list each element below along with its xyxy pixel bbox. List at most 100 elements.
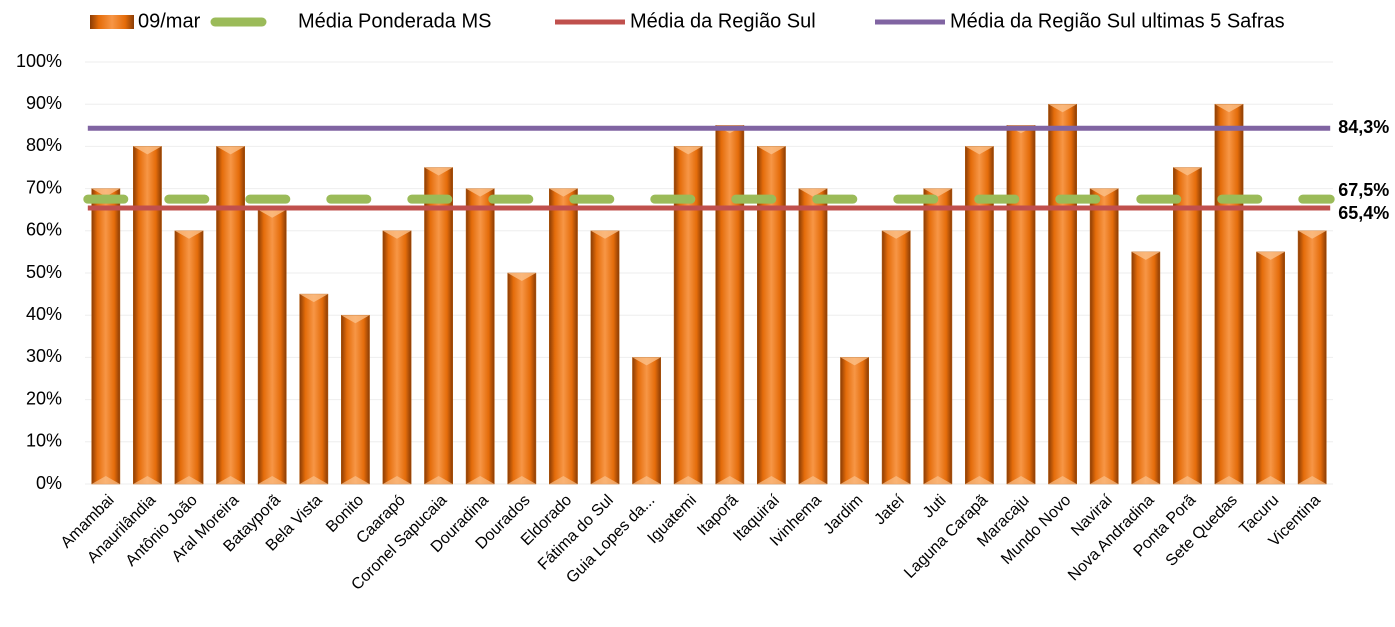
bar-body: [299, 293, 329, 485]
bar-cap: [840, 357, 869, 366]
bar-base: [590, 476, 620, 484]
bar: [299, 293, 329, 485]
bar-cap: [1131, 251, 1160, 260]
bar-cap: [549, 188, 578, 197]
bar: [881, 230, 911, 485]
bar: [1131, 251, 1161, 485]
bar-body: [590, 230, 620, 485]
bar-cap: [1214, 104, 1244, 113]
bar-base: [923, 476, 952, 484]
bar-body: [923, 188, 953, 485]
bar-body: [715, 125, 745, 485]
bar: [1297, 230, 1327, 485]
bar-cap: [174, 230, 204, 239]
bar-base: [466, 476, 495, 484]
y-tick-label: 30%: [26, 346, 62, 366]
legend-swatch: [90, 15, 134, 29]
bar: [549, 188, 578, 485]
bar-base: [174, 476, 204, 484]
bar-base: [382, 476, 412, 484]
bar: [1173, 167, 1202, 485]
bar-body: [91, 188, 121, 485]
y-tick-label: 70%: [26, 177, 62, 197]
y-tick-label: 20%: [26, 388, 62, 408]
bar-cap: [1298, 230, 1327, 239]
bar-cap: [757, 146, 786, 155]
y-tick-label: 90%: [26, 93, 62, 113]
bar-base: [91, 476, 120, 484]
bar-cap: [507, 273, 536, 281]
bar: [1089, 188, 1119, 485]
bar-cap: [923, 188, 952, 197]
bar-base: [965, 476, 994, 484]
bar: [341, 314, 370, 485]
bar-body: [174, 230, 204, 485]
bar-body: [1089, 188, 1119, 485]
bar-base: [1256, 476, 1285, 484]
bar-body: [257, 209, 287, 485]
y-tick-label: 100%: [16, 51, 62, 71]
y-tick-label: 80%: [26, 135, 62, 155]
bar: [1006, 125, 1036, 485]
bar-cap: [1048, 104, 1077, 113]
bar-cap: [674, 146, 703, 155]
bar-cap: [632, 357, 661, 366]
bar-base: [1131, 476, 1160, 484]
bar: [424, 167, 453, 485]
bar-body: [549, 188, 578, 485]
bar-base: [1173, 476, 1202, 484]
bar-body: [216, 146, 245, 485]
bar-base: [1090, 476, 1119, 484]
bar-base: [1298, 476, 1327, 484]
bar-cap: [466, 188, 495, 197]
y-tick-label: 50%: [26, 262, 62, 282]
bar-cap: [341, 315, 370, 324]
bar-cap: [133, 146, 162, 155]
bar-base: [341, 476, 370, 484]
bar-cap: [91, 188, 120, 197]
bar-cap: [258, 209, 287, 218]
bar-body: [341, 314, 370, 485]
bar-body: [1006, 125, 1036, 485]
bar: [465, 188, 495, 485]
bar-base: [715, 476, 744, 484]
bar: [590, 230, 620, 485]
y-tick-label: 60%: [26, 220, 62, 240]
bar-body: [1256, 251, 1285, 485]
bar-base: [133, 476, 162, 484]
bar: [1256, 251, 1285, 485]
bar-cap: [382, 230, 412, 239]
bar-base: [632, 476, 661, 484]
bar-body: [1048, 103, 1077, 485]
legend-label: Média da Região Sul ultimas 5 Safras: [950, 10, 1285, 32]
bar-base: [216, 476, 245, 484]
bar-base: [1006, 476, 1036, 484]
bar-base: [798, 476, 828, 484]
bar-body: [840, 357, 869, 485]
bar: [715, 125, 745, 485]
bar: [1214, 103, 1244, 485]
bar-base: [299, 476, 328, 484]
bar: [1048, 103, 1077, 485]
bar-base: [424, 476, 453, 484]
bar-base: [1214, 476, 1244, 484]
bar: [798, 188, 828, 485]
bar: [91, 188, 121, 485]
bar-cap: [965, 146, 994, 155]
x-tick-label: Juti: [920, 492, 950, 522]
bar-base: [1048, 476, 1077, 484]
x-tick-label: Jateí: [871, 491, 908, 528]
bar-body: [133, 146, 162, 485]
bar-cap: [216, 146, 245, 155]
bar-cap: [798, 188, 828, 197]
legend-label: Média Ponderada MS: [298, 10, 491, 32]
bar: [257, 209, 287, 485]
bar: [216, 146, 245, 485]
bar-body: [507, 272, 537, 485]
bar-body: [1131, 251, 1161, 485]
legend-label: 09/mar: [138, 10, 201, 32]
bar-cap: [299, 294, 328, 303]
bar-body: [382, 230, 412, 485]
bar-cap: [882, 230, 911, 239]
